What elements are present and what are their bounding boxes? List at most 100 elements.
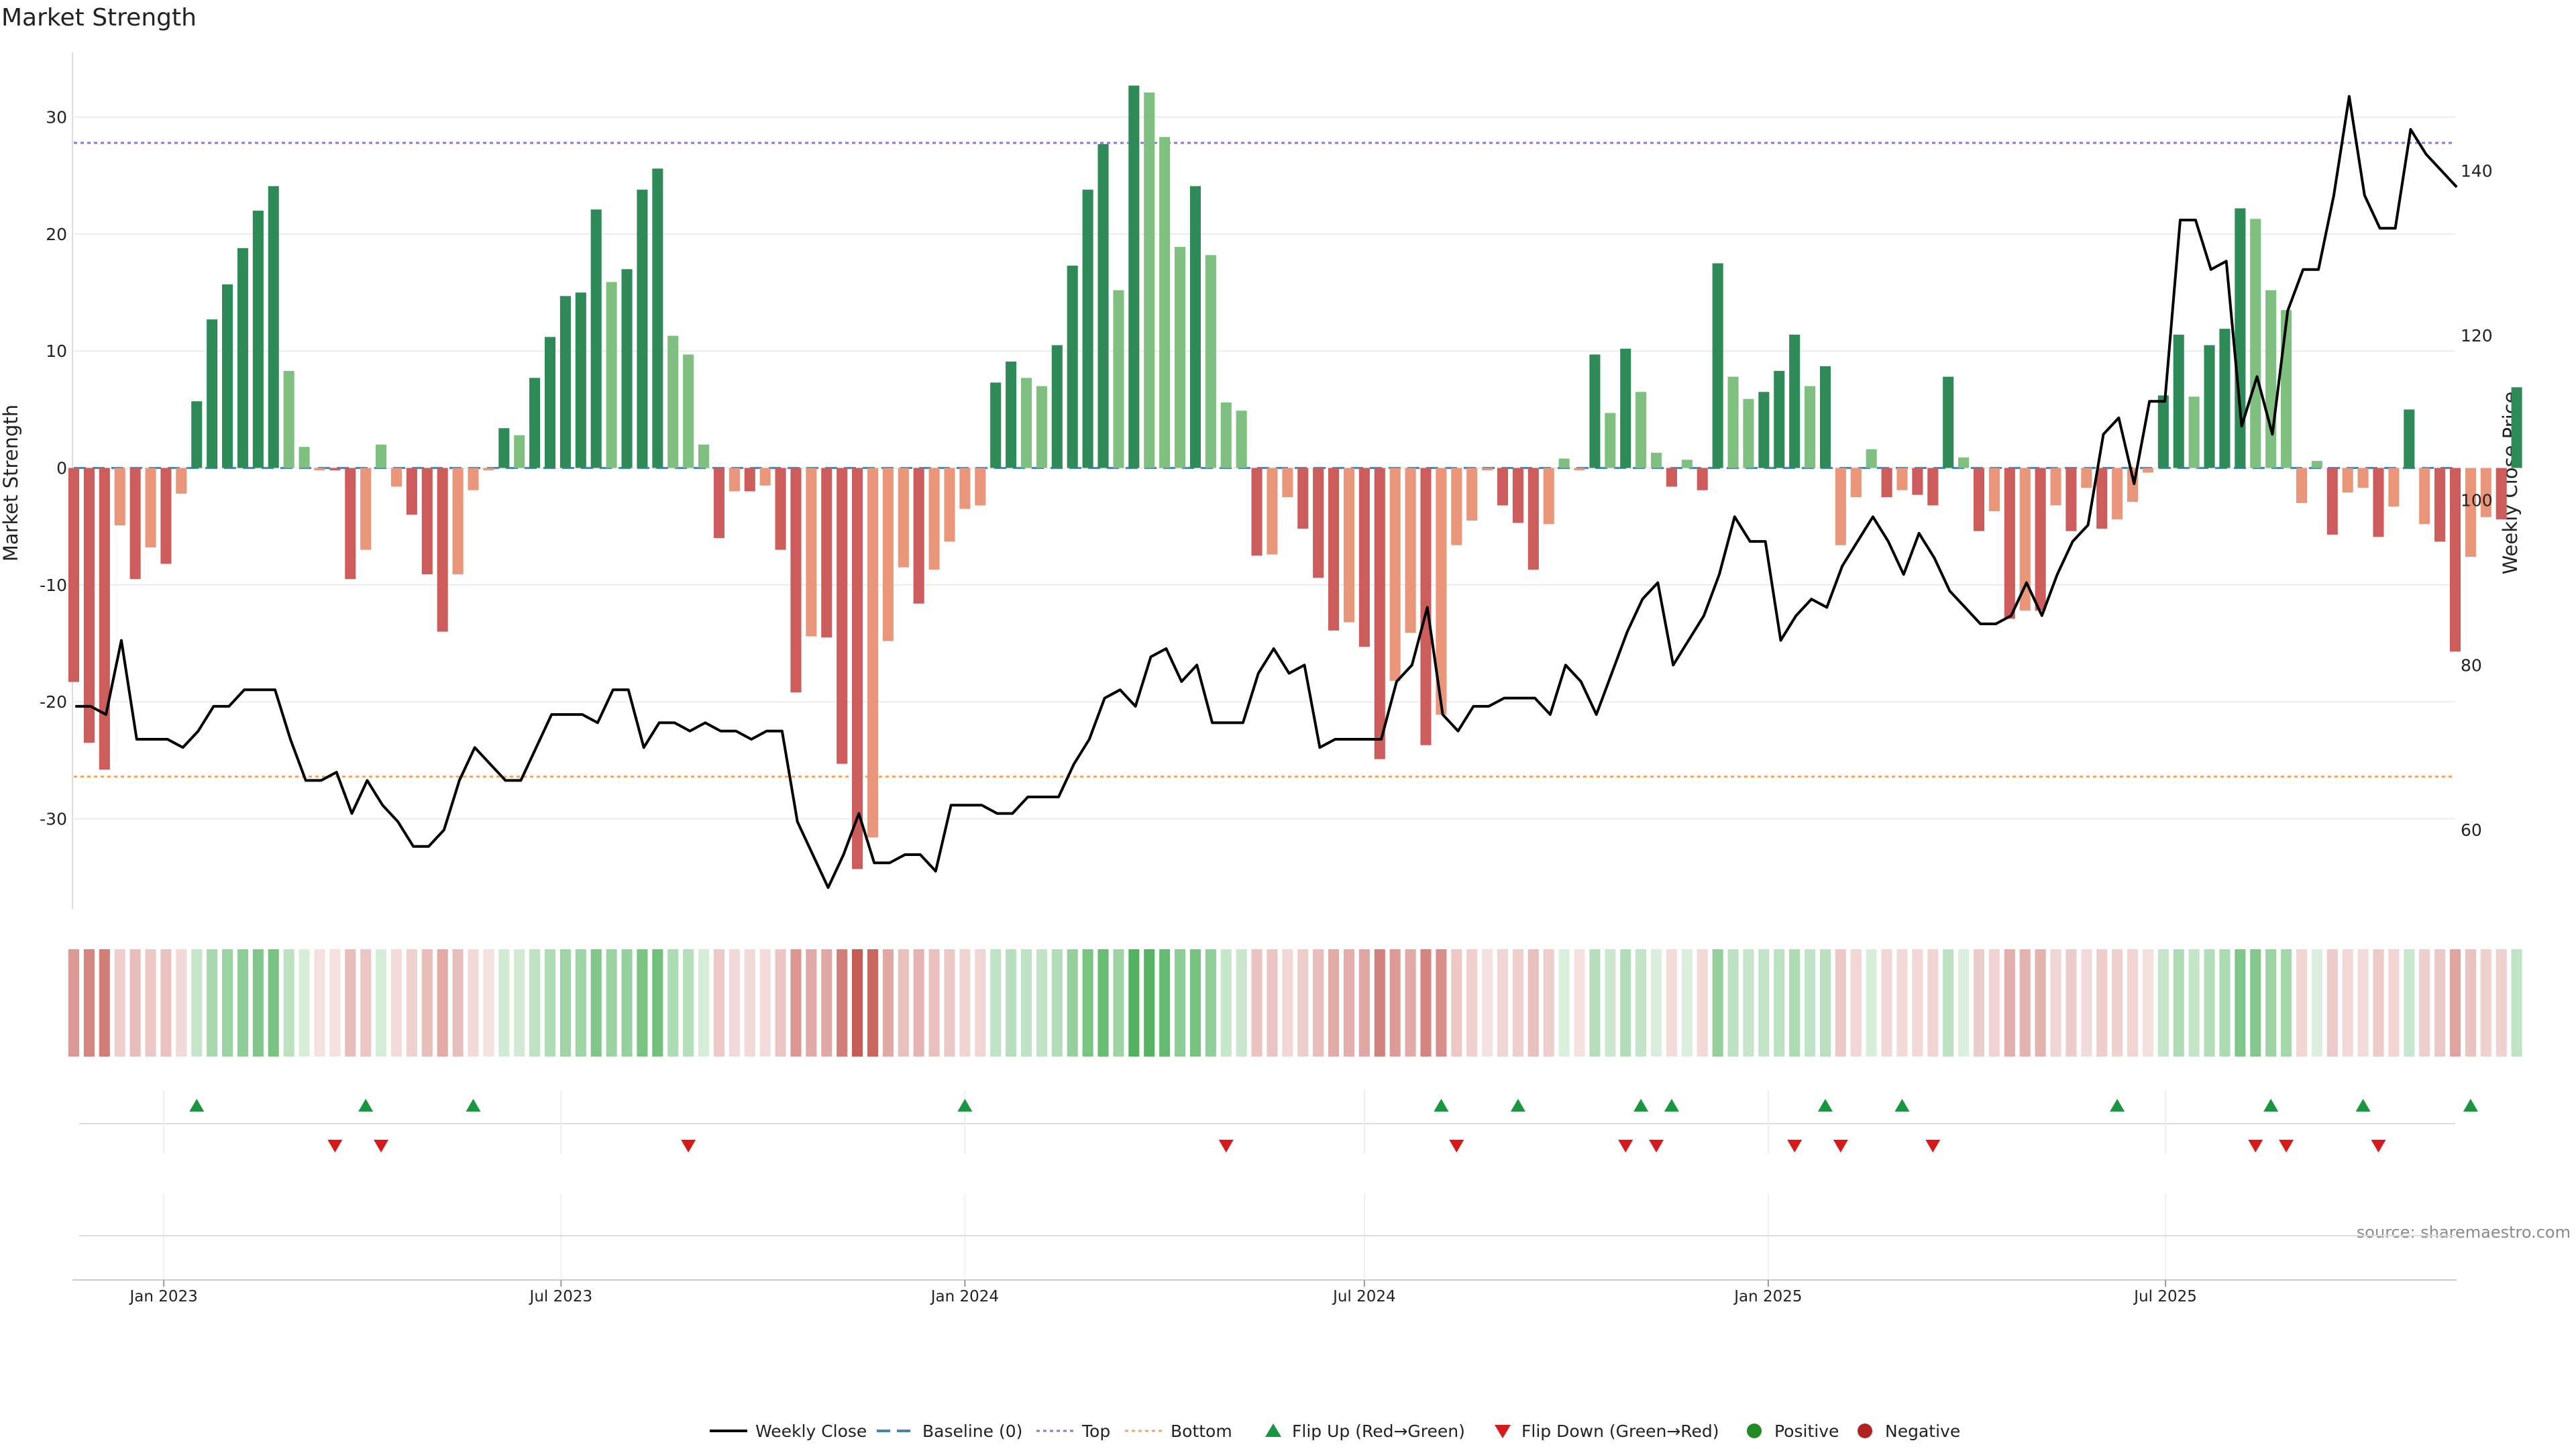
flip-up-marker [1817, 1099, 1833, 1112]
strength-bar [1405, 468, 1416, 633]
heatmap-cell [191, 949, 203, 1057]
strength-bar [575, 292, 586, 468]
right-tick-label: 100 [2461, 491, 2493, 511]
heatmap-cell [390, 949, 402, 1057]
strength-bar [1943, 376, 1954, 468]
strength-bar [314, 468, 325, 471]
right-tick-label: 140 [2461, 161, 2493, 180]
strength-bar [698, 444, 710, 468]
flip-up-marker [466, 1099, 481, 1112]
heatmap-cell [1097, 949, 1109, 1057]
heatmap-cell [1666, 949, 1677, 1057]
heatmap-cell [1758, 949, 1770, 1057]
flip-down-marker [1618, 1140, 1633, 1152]
strength-bar [621, 269, 633, 468]
strength-heatmap-strip [68, 949, 2522, 1057]
strength-bar [514, 435, 525, 468]
heatmap-cell [498, 949, 510, 1057]
strength-bar [2281, 310, 2292, 468]
strength-bar [529, 378, 541, 468]
heatmap-cell [821, 949, 833, 1057]
weekly-close-line [75, 95, 2458, 890]
heatmap-cell [2157, 949, 2169, 1057]
strength-bar [176, 468, 187, 494]
heatmap-cell [1558, 949, 1570, 1057]
flip-up-marker [1894, 1099, 1910, 1112]
strength-bar [1328, 468, 1340, 631]
heatmap-cell [1374, 949, 1385, 1057]
heatmap-cell [1650, 949, 1662, 1057]
legend-label: Negative [1885, 1421, 1960, 1441]
strength-bar [1189, 186, 1201, 468]
heatmap-cell [1313, 949, 1324, 1057]
right-tick-label: 120 [2461, 326, 2493, 345]
right-tick-label: 60 [2461, 820, 2482, 840]
legend-label: Bottom [1171, 1421, 1232, 1441]
strength-bar [406, 468, 417, 515]
heatmap-cell [2388, 949, 2400, 1057]
left-tick-label: 30 [46, 108, 67, 127]
heatmap-cell [83, 949, 95, 1057]
strength-bar [1743, 398, 1754, 468]
heatmap-cell [928, 949, 940, 1057]
heatmap-cell [2357, 949, 2369, 1057]
strength-bar [2250, 219, 2261, 468]
strength-bar [2496, 468, 2507, 520]
strength-bar [2035, 468, 2046, 611]
strength-bar [2219, 329, 2231, 468]
heatmap-cell [237, 949, 248, 1057]
strength-bar [559, 296, 571, 468]
strength-bar [468, 468, 479, 490]
strength-bar [913, 468, 924, 604]
strength-bar [1343, 468, 1355, 623]
strength-bar [2204, 345, 2215, 468]
flip-down-marker [2279, 1140, 2294, 1152]
heatmap-cell [2281, 949, 2292, 1057]
heatmap-cell [544, 949, 556, 1057]
strength-bar [2235, 208, 2246, 468]
heatmap-cell [1635, 949, 1647, 1057]
heatmap-cell [421, 949, 433, 1057]
heatmap-cell [2250, 949, 2261, 1057]
flip-up-marker [2110, 1099, 2125, 1112]
heatmap-cell [345, 949, 356, 1057]
heatmap-cell [1850, 949, 1862, 1057]
strength-bar [713, 468, 724, 539]
heatmap-cell [1927, 949, 1939, 1057]
strength-bar [683, 354, 694, 468]
left-tick-label: 0 [56, 459, 67, 478]
strength-bar [1896, 468, 1908, 490]
strength-bar [1051, 345, 1063, 468]
legend-item: Top [1036, 1421, 1110, 1441]
strength-bar [2419, 468, 2430, 525]
strength-bar [1881, 468, 1892, 498]
heatmap-cell [2311, 949, 2322, 1057]
strength-bar [1927, 468, 1939, 506]
source-note: source: sharemaestro.com [2357, 1223, 2571, 1242]
heatmap-cell [2373, 949, 2384, 1057]
strength-bar [1097, 144, 1109, 468]
strength-bar [2342, 468, 2353, 493]
heatmap-cell [867, 949, 879, 1057]
strength-bar [821, 468, 833, 638]
strength-bar [667, 335, 679, 468]
left-tick-label: 10 [46, 341, 67, 361]
strength-bar [1313, 468, 1324, 578]
strength-bar [1113, 290, 1124, 468]
flip-down-marker [2248, 1140, 2263, 1152]
heatmap-cell [1466, 949, 1478, 1057]
strength-bar [1605, 413, 1616, 468]
flip-up-marker [957, 1099, 973, 1112]
left-tick-label: -10 [40, 576, 67, 595]
strength-bar [2434, 468, 2446, 542]
legend-flip-down-icon [1495, 1425, 1511, 1438]
strength-bar [114, 468, 125, 525]
strength-bar [498, 428, 510, 468]
left-axis-label: Market Strength [0, 405, 22, 561]
legend-item: Bottom [1125, 1421, 1232, 1441]
heatmap-cell [1697, 949, 1708, 1057]
strength-bar [1174, 247, 1186, 468]
heatmap-cell [837, 949, 848, 1057]
heatmap-cell [1727, 949, 1739, 1057]
heatmap-cell [1051, 949, 1063, 1057]
